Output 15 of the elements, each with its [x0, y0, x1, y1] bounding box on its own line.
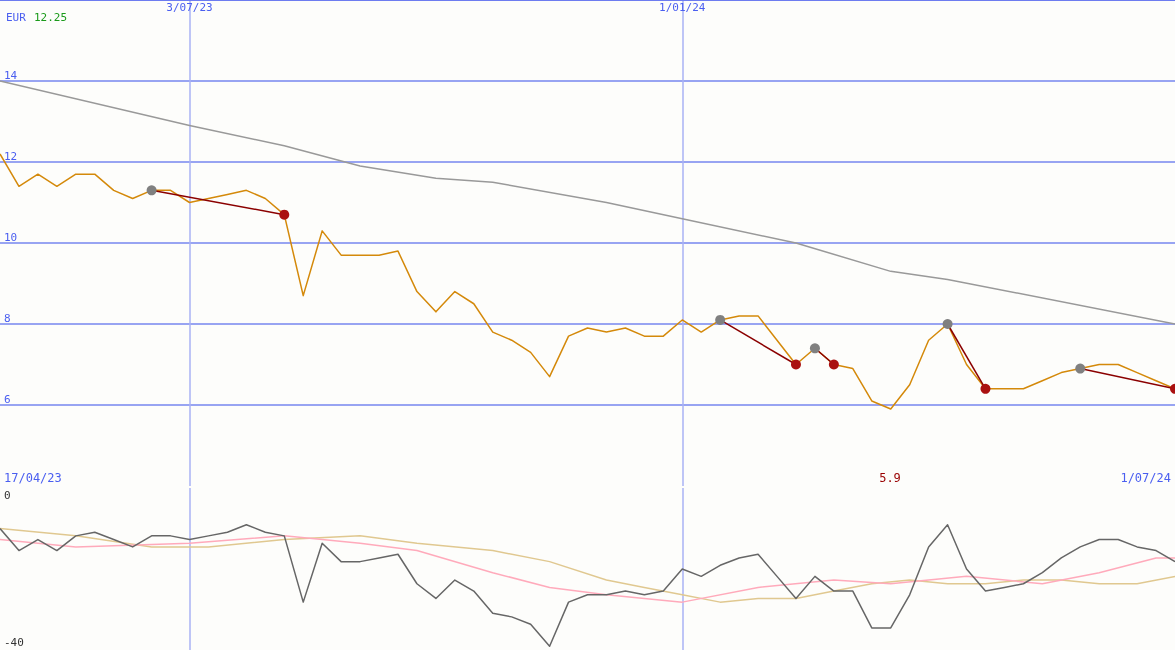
annotation: 5.9	[879, 471, 901, 485]
y-tick-label: 8	[4, 312, 11, 325]
x-tick-label: 3/07/23	[166, 1, 213, 14]
y-tick-label: 10	[4, 231, 18, 244]
line-series	[0, 524, 1175, 648]
annotation: 17/04/23	[4, 471, 62, 485]
y-tick-label: -40	[4, 636, 24, 650]
y-tick-label: 14	[4, 69, 18, 82]
x-tick-label: 1/01/24	[659, 1, 706, 14]
y-axis-title: EUR	[6, 11, 27, 24]
y-tick-label: 6	[4, 393, 11, 406]
annotation: 1/07/24	[1120, 471, 1171, 485]
y-tick-label: 0	[4, 488, 11, 502]
text: 12.25	[34, 11, 68, 24]
y-tick-label: 12	[4, 150, 18, 163]
